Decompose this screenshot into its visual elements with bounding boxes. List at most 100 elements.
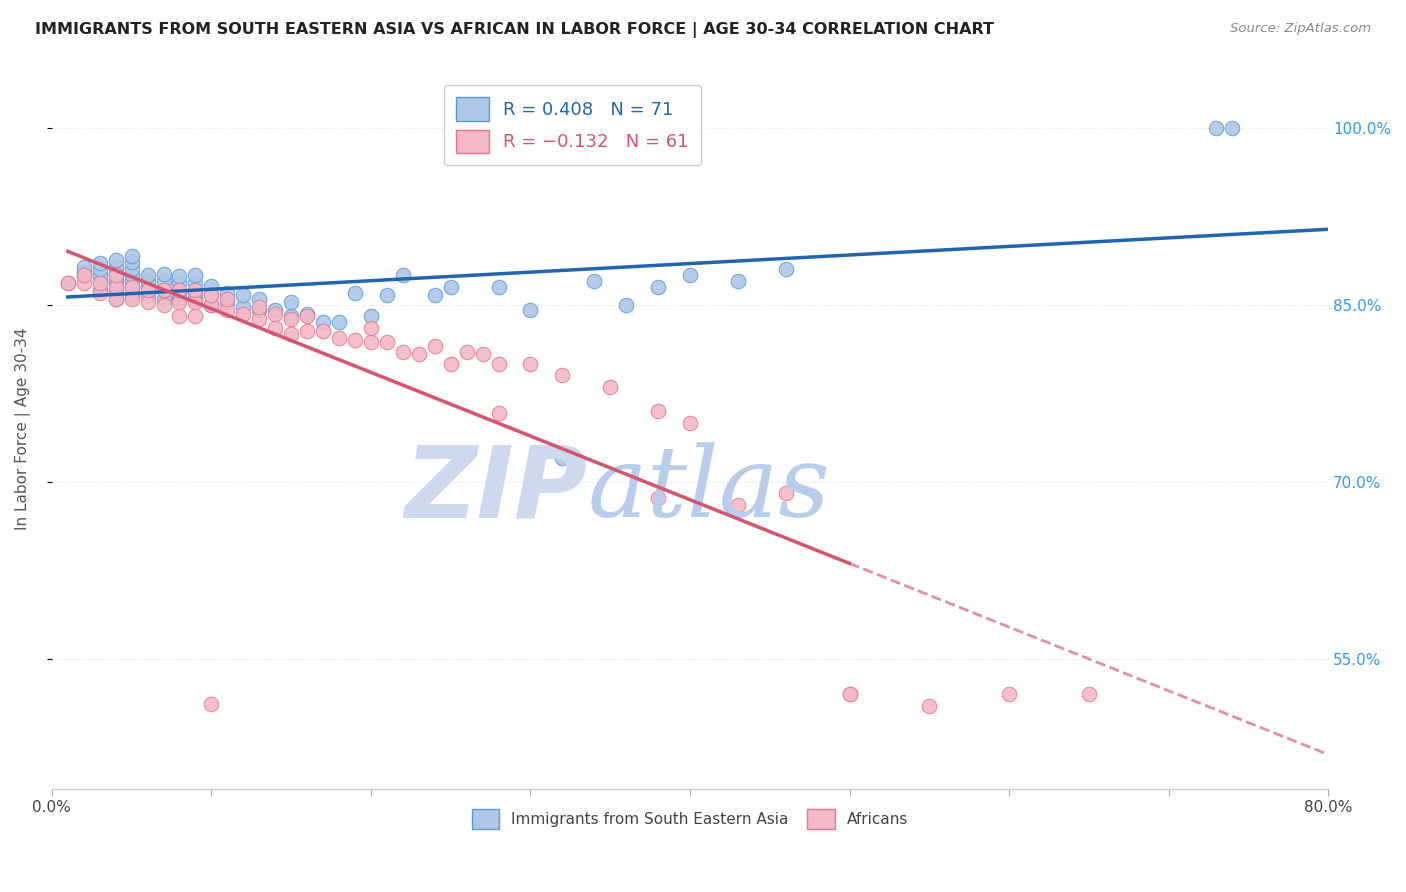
Point <box>1205 120 1227 135</box>
Point <box>89 277 111 291</box>
Point <box>89 256 111 270</box>
Point <box>217 292 239 306</box>
Point <box>727 274 749 288</box>
Point <box>391 344 413 359</box>
Point <box>519 357 541 371</box>
Point <box>1077 687 1099 701</box>
Point <box>280 311 302 326</box>
Point <box>312 324 335 338</box>
Point <box>647 280 669 294</box>
Point <box>136 284 159 298</box>
Point <box>89 268 111 282</box>
Point <box>104 277 127 291</box>
Text: IMMIGRANTS FROM SOUTH EASTERN ASIA VS AFRICAN IN LABOR FORCE | AGE 30-34 CORRELA: IMMIGRANTS FROM SOUTH EASTERN ASIA VS AF… <box>35 22 994 38</box>
Point <box>184 284 207 298</box>
Point <box>73 268 96 282</box>
Point <box>488 406 510 420</box>
Point <box>200 288 222 302</box>
Point <box>391 268 413 282</box>
Point <box>104 292 127 306</box>
Point <box>343 285 366 300</box>
Point <box>121 268 143 282</box>
Point <box>104 271 127 285</box>
Point <box>918 698 941 713</box>
Point <box>104 280 127 294</box>
Point <box>104 284 127 298</box>
Point <box>583 274 606 288</box>
Point <box>89 274 111 288</box>
Point <box>136 274 159 288</box>
Point <box>232 288 254 302</box>
Point <box>152 284 174 298</box>
Point <box>647 404 669 418</box>
Point <box>360 335 382 350</box>
Point <box>343 333 366 347</box>
Point <box>73 264 96 278</box>
Point <box>247 300 270 314</box>
Legend: Immigrants from South Eastern Asia, Africans: Immigrants from South Eastern Asia, Afri… <box>465 803 914 835</box>
Point <box>647 491 669 505</box>
Point <box>152 267 174 281</box>
Point <box>423 288 446 302</box>
Point <box>152 297 174 311</box>
Point <box>169 284 191 298</box>
Point <box>998 687 1021 701</box>
Point <box>104 292 127 306</box>
Point <box>440 357 463 371</box>
Text: Source: ZipAtlas.com: Source: ZipAtlas.com <box>1230 22 1371 36</box>
Point <box>136 268 159 282</box>
Point <box>169 269 191 284</box>
Point <box>679 416 702 430</box>
Point <box>169 292 191 306</box>
Point <box>217 303 239 318</box>
Point <box>152 274 174 288</box>
Point <box>121 262 143 277</box>
Point <box>200 288 222 302</box>
Point <box>599 380 621 394</box>
Point <box>264 303 287 318</box>
Point <box>775 262 797 277</box>
Point <box>217 285 239 300</box>
Point <box>488 357 510 371</box>
Point <box>295 324 318 338</box>
Point <box>614 297 637 311</box>
Point <box>89 285 111 300</box>
Point <box>247 311 270 326</box>
Point <box>328 315 350 329</box>
Point <box>328 331 350 345</box>
Point <box>73 277 96 291</box>
Point <box>775 486 797 500</box>
Point <box>264 321 287 335</box>
Point <box>312 315 335 329</box>
Point <box>264 307 287 321</box>
Point <box>200 297 222 311</box>
Point <box>136 280 159 294</box>
Point <box>152 292 174 306</box>
Point <box>121 292 143 306</box>
Text: atlas: atlas <box>588 442 831 537</box>
Point <box>360 321 382 335</box>
Point <box>121 280 143 294</box>
Point <box>551 450 574 465</box>
Point <box>679 268 702 282</box>
Point <box>360 310 382 324</box>
Point <box>408 347 430 361</box>
Point <box>280 327 302 342</box>
Point <box>488 280 510 294</box>
Point <box>104 260 127 274</box>
Point <box>184 285 207 300</box>
Point <box>169 277 191 291</box>
Point <box>73 268 96 282</box>
Point <box>184 292 207 306</box>
Point <box>136 288 159 302</box>
Point <box>73 260 96 274</box>
Point <box>519 303 541 318</box>
Point <box>104 252 127 267</box>
Point <box>200 697 222 711</box>
Point <box>838 687 860 701</box>
Point <box>217 295 239 310</box>
Point <box>295 307 318 321</box>
Point <box>184 268 207 282</box>
Point <box>169 295 191 310</box>
Point <box>184 277 207 291</box>
